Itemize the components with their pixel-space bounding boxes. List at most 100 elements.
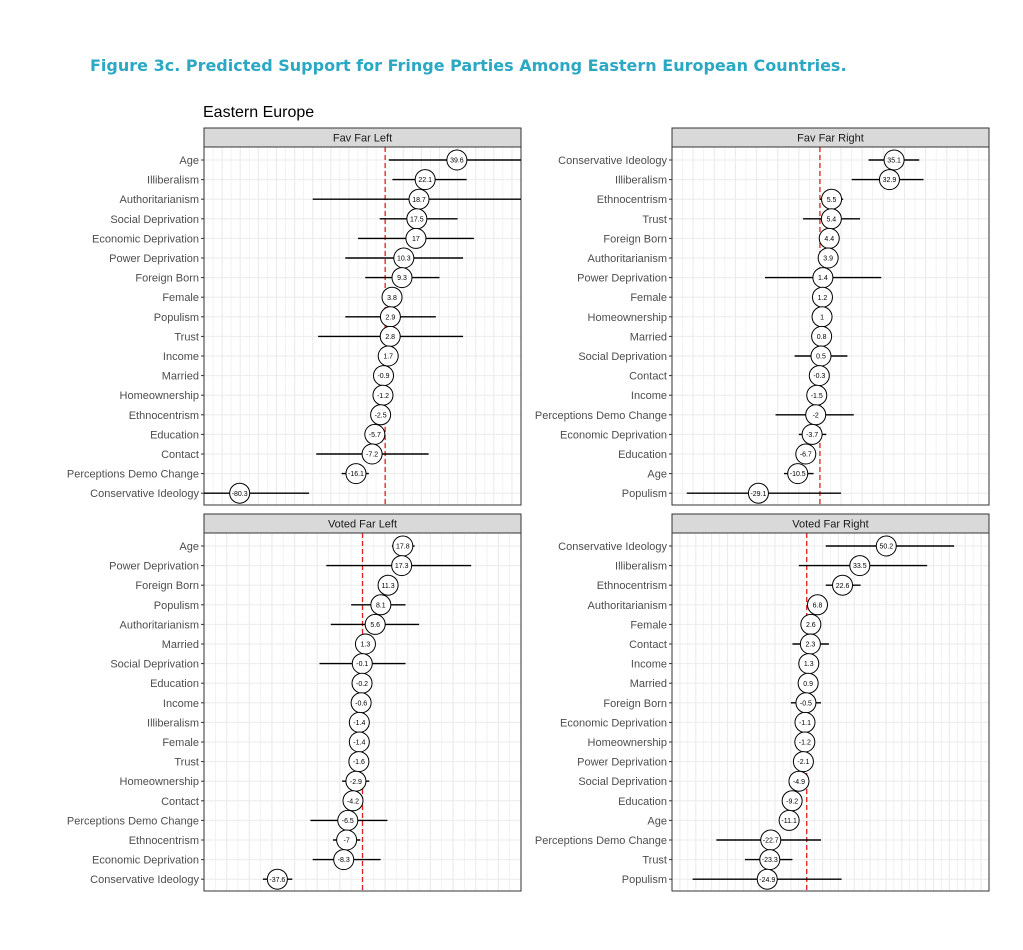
data-label: -23.3 (762, 857, 778, 864)
category-label: Foreign Born (603, 698, 667, 710)
data-label: -1.1 (799, 720, 811, 727)
panel: Voted Far Left Age 17.8 Power Deprivation 17… (67, 513, 522, 892)
category-label: Education (150, 678, 199, 690)
data-point (345, 463, 367, 485)
panel-border (203, 146, 522, 506)
data-label: 33.5 (853, 563, 867, 570)
data-label: 8.1 (376, 602, 386, 609)
facet-title: Voted Far Right (792, 519, 868, 531)
category-label: Authoritarianism (588, 253, 667, 265)
data-label: -9.2 (786, 798, 798, 805)
data-label: 32.9 (883, 177, 897, 184)
category-label: Education (618, 449, 667, 461)
category-label: Age (647, 469, 667, 481)
category-label: Age (179, 541, 199, 553)
category-label: Perceptions Demo Change (535, 410, 667, 422)
category-label: Homeownership (120, 390, 199, 402)
category-label: Married (630, 678, 667, 690)
category-label: Homeownership (588, 312, 667, 324)
data-label: 17.3 (395, 563, 409, 570)
panel: Voted Far Right Conservative Ideology 50.2… (535, 513, 990, 892)
data-point (817, 247, 839, 269)
facet-title: Voted Far Left (328, 519, 397, 531)
data-label: 2.6 (806, 622, 816, 629)
category-label: Female (162, 292, 199, 304)
category-label: Ethnocentrism (597, 580, 667, 592)
data-label: 1.3 (804, 661, 814, 668)
data-label: -7 (344, 838, 350, 845)
data-label: 22.1 (418, 177, 432, 184)
data-label: -2.1 (797, 759, 809, 766)
data-point (266, 868, 288, 890)
category-label: Ethnocentrism (129, 835, 199, 847)
data-point (370, 404, 392, 426)
category-label: Ethnocentrism (597, 194, 667, 206)
data-label: 1 (820, 314, 824, 321)
data-point (795, 443, 817, 465)
plot-title: Eastern Europe (203, 104, 315, 121)
data-point (364, 613, 386, 635)
data-label: -1.2 (377, 393, 389, 400)
data-label: -80.3 (232, 491, 248, 498)
panel: Fav Far Left Age 39.6 Illiberalism 22.1 Autho… (67, 127, 522, 506)
category-label: Illiberalism (147, 717, 199, 729)
data-label: 0.5 (816, 354, 826, 361)
data-point (807, 594, 829, 616)
category-label: Perceptions Demo Change (535, 835, 667, 847)
data-point (747, 482, 769, 504)
data-label: 39.6 (450, 158, 464, 165)
data-point (778, 809, 800, 831)
data-label: -37.6 (269, 877, 285, 884)
data-point (875, 535, 897, 557)
data-label: 0.8 (817, 334, 827, 341)
data-label: -6.5 (342, 818, 354, 825)
data-label: -16.1 (348, 471, 364, 478)
data-label: 22.6 (836, 583, 850, 590)
category-label: Power Deprivation (577, 757, 667, 769)
facet-title: Fav Far Right (797, 133, 864, 145)
category-label: Perceptions Demo Change (67, 815, 199, 827)
data-point (792, 751, 814, 773)
data-label: -0.3 (813, 373, 825, 380)
category-label: Economic Deprivation (560, 717, 667, 729)
data-point (361, 443, 383, 465)
category-label: Female (630, 619, 667, 631)
data-label: 2.3 (806, 642, 816, 649)
data-point (377, 345, 399, 367)
data-label: -7.2 (366, 452, 378, 459)
data-point (756, 868, 778, 890)
data-point (333, 849, 355, 871)
category-label: Trust (642, 214, 667, 226)
data-label: -8.3 (338, 857, 350, 864)
data-label: -1.4 (353, 740, 365, 747)
category-label: Social Deprivation (578, 776, 667, 788)
data-label: -2 (813, 412, 819, 419)
category-label: Conservative Ideology (558, 155, 667, 167)
category-label: Social Deprivation (110, 659, 199, 671)
data-label: -6.7 (800, 452, 812, 459)
data-label: 17.8 (396, 544, 410, 551)
data-point (878, 169, 900, 191)
data-label: 6.8 (813, 602, 823, 609)
data-label: -24.9 (759, 877, 775, 884)
panel-border (671, 532, 990, 892)
category-label: Age (179, 155, 199, 167)
data-label: -1.2 (799, 740, 811, 747)
data-label: -2.5 (375, 412, 387, 419)
data-label: 4.4 (824, 236, 834, 243)
data-point (229, 482, 251, 504)
data-label: 3.9 (823, 256, 833, 263)
data-label: 1.7 (383, 354, 393, 361)
data-label: 9.3 (397, 275, 407, 282)
category-label: Married (162, 639, 199, 651)
category-label: Contact (629, 639, 667, 651)
category-label: Authoritarianism (120, 194, 199, 206)
category-label: Social Deprivation (578, 351, 667, 363)
data-point (342, 790, 364, 812)
category-label: Income (163, 351, 199, 363)
data-label: 17 (412, 236, 420, 243)
panel-border (671, 146, 990, 506)
data-point (883, 149, 905, 171)
data-label: -0.5 (800, 700, 812, 707)
